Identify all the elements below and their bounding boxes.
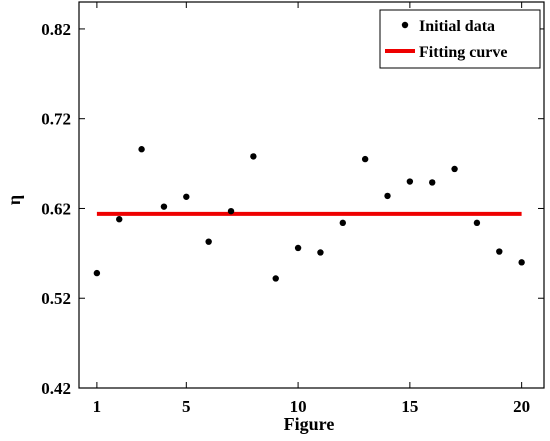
y-tick-label: 0.62 [41,199,71,218]
legend-label-fitting-curve: Fitting curve [419,44,507,61]
data-point [116,216,123,223]
data-point [93,269,101,277]
data-point [339,219,346,227]
y-tick-label: 0.82 [41,20,71,39]
data-point [518,259,525,266]
data-point [183,193,190,200]
data-point [496,248,503,255]
y-tick-label: 0.72 [41,110,71,129]
x-tick-label: 1 [93,397,102,416]
data-point [317,249,324,256]
plot-frame [78,1,545,389]
data-point [294,244,302,252]
x-tick-label: 20 [513,397,530,416]
data-point [384,192,391,200]
x-tick-label: 15 [401,397,418,416]
y-tick-label: 0.42 [41,379,71,398]
series-layer [93,146,525,282]
x-tick-label: 10 [290,397,307,416]
data-point [205,238,212,245]
y-axis-title: η [4,195,24,205]
y-tick-label: 0.52 [41,289,71,308]
data-point [138,146,145,153]
data-point [227,207,235,215]
legend: Initial data Fitting curve [379,9,541,69]
data-point [250,153,257,160]
legend-box [379,9,541,69]
data-point [160,203,168,210]
x-tick-label: 5 [182,397,191,416]
legend-marker-initial-data [401,21,409,29]
data-point [429,179,436,186]
data-point [473,219,481,227]
legend-label-initial-data: Initial data [419,18,495,35]
x-axis-title: Figure [284,414,335,434]
tick-labels: 1 5 10 15 200.420.520.620.720.82 [41,20,530,416]
data-point [272,275,279,282]
data-point [406,178,414,185]
data-point [451,165,458,173]
data-point [361,155,369,163]
axis-ticks [79,2,544,389]
